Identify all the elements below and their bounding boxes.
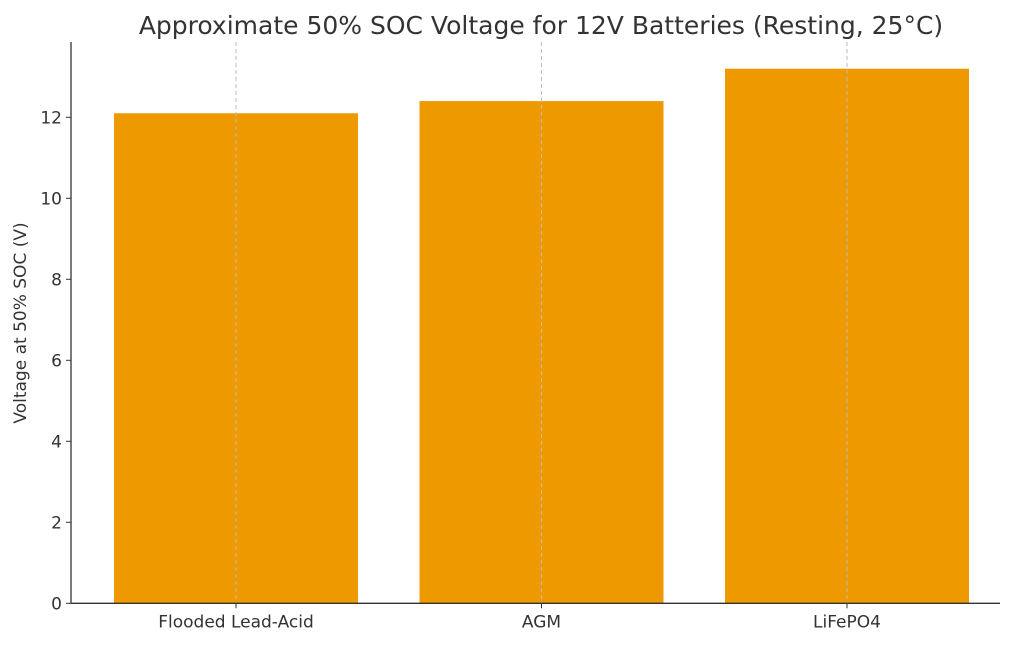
y-tick-label: 4	[51, 432, 62, 452]
gridlines-over	[235, 42, 848, 604]
axes	[70, 42, 1000, 604]
x-tick-label: Flooded Lead-Acid	[158, 612, 314, 632]
y-ticks: 0 2 4 6 8 10 12	[40, 108, 71, 614]
x-ticks: Flooded Lead-Acid AGM LiFePO4	[158, 603, 881, 632]
chart-title: Approximate 50% SOC Voltage for 12V Batt…	[139, 11, 943, 40]
x-tick-label: AGM	[522, 612, 561, 632]
y-axis-label: Voltage at 50% SOC (V)	[11, 222, 31, 423]
y-tick-label: 6	[51, 351, 62, 371]
y-tick-label: 0	[51, 594, 62, 614]
x-tick-label: LiFePO4	[813, 612, 881, 632]
y-tick-label: 12	[40, 108, 62, 128]
y-tick-label: 8	[51, 270, 62, 290]
y-tick-label: 10	[40, 189, 62, 209]
y-tick-label: 2	[51, 513, 62, 533]
